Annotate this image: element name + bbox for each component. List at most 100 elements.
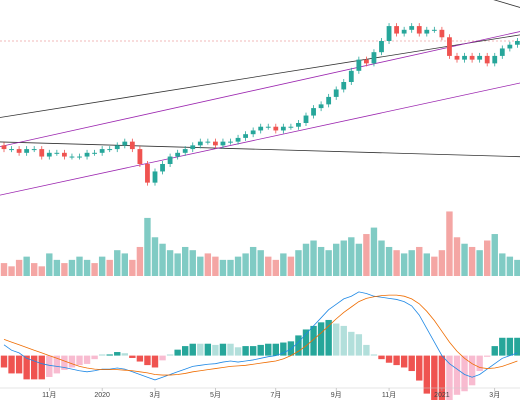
candle-body: [303, 115, 309, 123]
candle-body: [9, 149, 14, 151]
candle-body: [439, 29, 445, 38]
x-tick-label: 11月: [382, 391, 396, 399]
volume-bar: [370, 227, 378, 276]
volume-bar: [46, 253, 53, 276]
macd-histogram-bar: [453, 355, 461, 395]
volume-bar: [506, 256, 514, 276]
x-tick-label: 5月: [210, 391, 221, 399]
candle-body: [39, 149, 45, 157]
macd-histogram-bar: [106, 354, 113, 356]
volume-bar: [129, 259, 136, 276]
candle-body: [92, 152, 97, 154]
macd-histogram-bar: [378, 355, 385, 360]
candle-body: [152, 171, 158, 183]
trend-line-3: [0, 31, 520, 148]
macd-histogram-bar: [423, 355, 430, 394]
candle-body: [160, 164, 165, 172]
candle-body: [416, 26, 422, 34]
volume-bar: [310, 240, 317, 276]
candle-body: [24, 149, 30, 153]
macd-histogram-bar: [204, 343, 212, 356]
macd-histogram-bar: [121, 353, 128, 356]
volume-bar: [144, 217, 151, 276]
candle-body: [31, 149, 37, 151]
volume-bar: [272, 259, 279, 276]
volume-panel: [0, 211, 520, 276]
volume-bar: [197, 256, 204, 276]
macd-histogram-bar: [302, 329, 310, 356]
macd-histogram-bar: [317, 322, 325, 356]
candle-body: [492, 55, 498, 64]
macd-histogram-bar: [23, 355, 30, 380]
volume-bar: [265, 256, 272, 276]
macd-histogram-bar: [98, 354, 106, 356]
volume-bar: [121, 253, 128, 276]
macd-histogram-bar: [295, 335, 302, 356]
macd-histogram-bar: [484, 355, 491, 357]
volume-bar: [31, 263, 38, 276]
volume-bar: [98, 256, 106, 276]
macd-histogram-bar: [129, 355, 136, 358]
volume-bar: [114, 250, 121, 276]
price-panel: [0, 0, 520, 196]
macd-histogram-bar: [144, 355, 151, 366]
volume-bar: [15, 259, 23, 276]
volume-bar: [68, 259, 76, 276]
volume-bar: [204, 253, 212, 276]
volume-bar: [174, 253, 181, 276]
volume-bar: [408, 250, 415, 276]
x-tick-label: 9月: [331, 391, 342, 399]
macd-histogram-bar: [212, 344, 219, 356]
candle-body: [273, 126, 279, 131]
macd-histogram-bar: [265, 343, 272, 356]
macd-histogram-bar: [114, 352, 121, 356]
volume-bar: [38, 266, 45, 276]
macd-histogram-bar: [257, 344, 264, 356]
macd-histogram-bar: [174, 349, 181, 356]
candle-body: [296, 123, 301, 127]
volume-bar: [166, 250, 174, 276]
volume-bar: [514, 259, 520, 276]
volume-bar: [453, 237, 461, 276]
candle-body: [69, 156, 75, 158]
volume-bar: [83, 259, 91, 276]
macd-histogram-bar: [355, 334, 363, 356]
volume-bar: [91, 263, 98, 276]
macd-histogram-bar: [499, 337, 506, 356]
volume-bar: [242, 253, 249, 276]
macd-histogram-bar: [325, 319, 332, 356]
macd-histogram-bar: [476, 355, 483, 372]
volume-bar: [468, 246, 476, 276]
volume-bar: [182, 246, 189, 276]
candle-body: [356, 59, 362, 71]
candle-body: [371, 52, 377, 64]
candle-body: [122, 141, 128, 146]
candle-body: [484, 55, 490, 64]
volume-bar: [295, 250, 302, 276]
candle-body: [386, 26, 392, 41]
macd-histogram-bar: [491, 346, 498, 356]
candle-body: [99, 149, 105, 153]
candle-body: [394, 26, 399, 34]
macd-histogram-bar: [249, 346, 257, 356]
volume-bar: [400, 253, 408, 276]
candle-body: [348, 70, 354, 82]
candle-body: [431, 29, 437, 31]
macd-histogram-bar: [197, 343, 204, 356]
macd-histogram-bar: [219, 343, 227, 356]
candle-body: [515, 41, 520, 45]
volume-bar: [219, 259, 227, 276]
candle-body: [213, 141, 218, 146]
candle-body: [265, 126, 271, 128]
volume-bar: [438, 250, 446, 276]
macd-dea-line: [3, 294, 518, 376]
candle-body: [54, 152, 60, 154]
candle-body: [288, 126, 294, 128]
candle-body: [477, 55, 483, 60]
candle-body: [280, 126, 286, 131]
volume-bar: [257, 250, 264, 276]
volume-bar: [76, 256, 83, 276]
candle-body: [220, 141, 226, 146]
candle-body: [84, 152, 90, 157]
macd-histogram-bar: [333, 323, 340, 356]
